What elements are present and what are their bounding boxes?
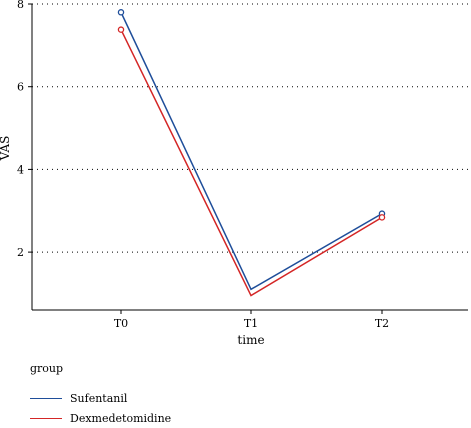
y-tick-label-2: 6 (17, 81, 24, 94)
y-tick-label-0: 2 (17, 246, 24, 259)
series-line-0 (120, 11, 383, 291)
y-tick-label-1: 4 (17, 163, 24, 176)
y-axis-title: VAS (0, 136, 12, 162)
legend-title: group (30, 362, 64, 375)
legend-item-0: Sufentanil (30, 388, 171, 408)
series-layer (117, 9, 386, 297)
legend-swatch-1 (30, 417, 62, 419)
y-ticks: 2 4 6 8 (17, 0, 32, 259)
series-line-1 (120, 29, 383, 297)
legend-swatch-0 (30, 397, 62, 399)
legend-label-1: Dexmedetomidine (70, 411, 172, 425)
chart: 2 4 6 8 T0 T1 T2 VAS time (0, 0, 468, 347)
x-ticks: T0 T1 T2 (114, 310, 389, 330)
x-tick-label-2: T2 (375, 317, 389, 330)
legend-label-0: Sufentanil (70, 391, 128, 405)
legend-items: Sufentanil Dexmedetomidine (30, 388, 171, 428)
legend-item-1: Dexmedetomidine (30, 408, 171, 428)
series-1-marker-0 (117, 26, 125, 33)
legend: group Sufentanil Dexmedetomidine (30, 362, 171, 428)
series-1-marker-2 (378, 214, 386, 221)
x-axis-title: time (237, 333, 264, 347)
y-tick-label-3: 8 (17, 0, 24, 11)
x-tick-label-1: T1 (244, 317, 258, 330)
x-tick-label-0: T0 (114, 317, 128, 330)
grid-lines (32, 3, 468, 253)
series-0-marker-0 (117, 9, 125, 16)
